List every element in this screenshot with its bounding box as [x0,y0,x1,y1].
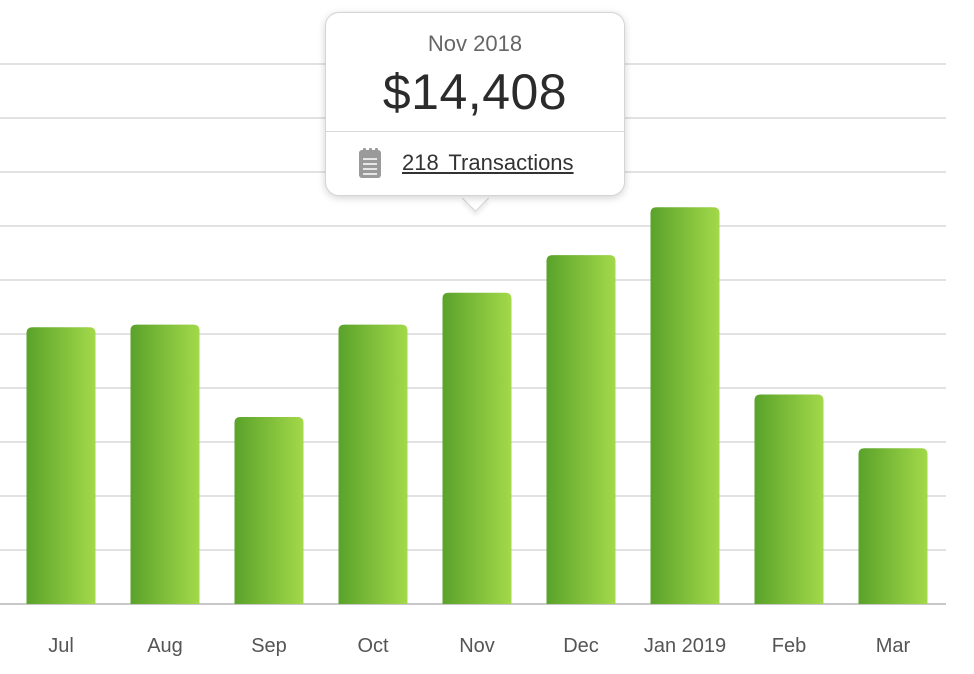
bars [26,207,928,604]
tooltip-divider [326,131,624,132]
x-tick-label: Nov [459,635,495,657]
x-tick-label: Mar [876,635,911,657]
x-tick-label: Aug [147,635,183,657]
tooltip-title: Nov 2018 [427,31,523,56]
x-axis-labels: Jul Aug Sep Oct Nov Dec Jan 2019 Feb Mar [48,635,910,657]
bar-oct[interactable] [338,324,408,604]
bar-sep[interactable] [234,417,304,604]
bar-nov[interactable] [442,292,512,604]
bar-dec[interactable] [546,255,616,604]
x-tick-label: Feb [772,635,806,657]
bar-jan-2019[interactable] [650,207,720,604]
x-tick-label: Jul [48,635,74,657]
tooltip: Nov 2018 $14,408 218 Transactions [325,12,625,196]
bar-jul[interactable] [26,327,96,604]
bar-mar[interactable] [858,448,928,604]
x-tick-label: Jan 2019 [644,635,726,657]
receipt-icon [359,148,381,178]
tooltip-footer: 218 Transactions [358,147,574,179]
transactions-link[interactable]: 218 Transactions [402,150,574,175]
tooltip-amount: $14,408 [382,64,568,120]
x-tick-label: Sep [251,635,287,657]
x-tick-label: Dec [563,635,599,657]
x-tick-label: Oct [357,635,389,657]
bar-feb[interactable] [754,394,824,604]
bar-aug[interactable] [130,324,200,604]
